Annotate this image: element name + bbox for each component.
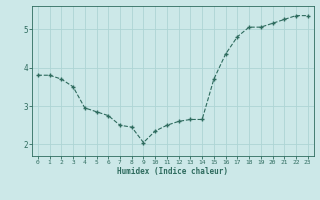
X-axis label: Humidex (Indice chaleur): Humidex (Indice chaleur) — [117, 167, 228, 176]
